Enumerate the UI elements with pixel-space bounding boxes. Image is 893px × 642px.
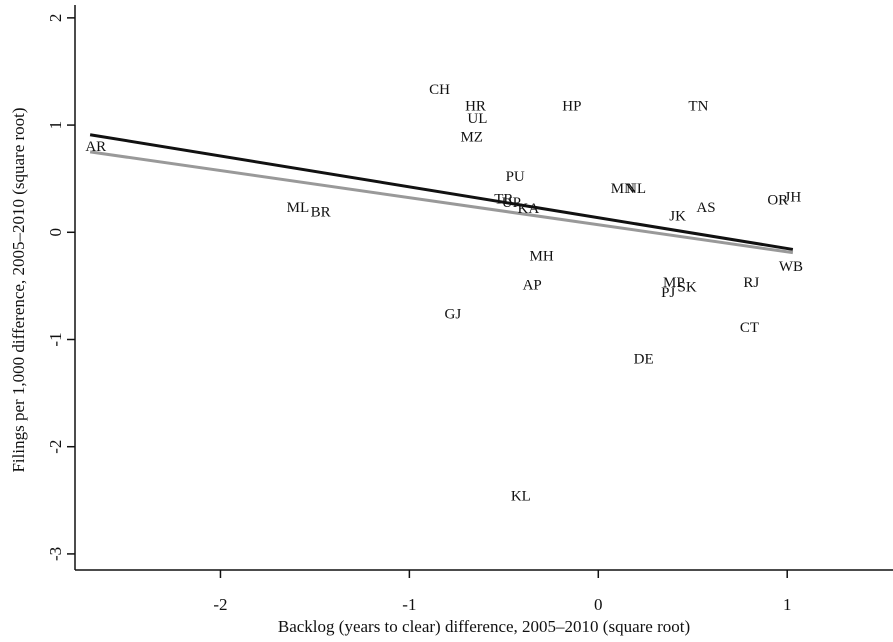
point-label: CH xyxy=(429,82,450,98)
point-label: TR xyxy=(494,192,513,208)
y-tick-label: 0 xyxy=(46,228,65,237)
point-label: KL xyxy=(511,489,531,505)
point-label: PJ xyxy=(661,285,675,301)
point-label: UL xyxy=(467,111,487,127)
y-tick-label: -2 xyxy=(46,440,65,454)
point-label: JK xyxy=(669,209,686,225)
point-label: ML xyxy=(287,200,310,216)
point-label: AP xyxy=(523,277,542,293)
point-label: KA xyxy=(518,201,540,217)
x-axis-label: Backlog (years to clear) difference, 200… xyxy=(278,617,690,636)
y-tick-label: -1 xyxy=(46,332,65,346)
point-label: OR xyxy=(767,193,788,209)
point-label: TN xyxy=(688,98,708,114)
point-label: UP xyxy=(502,195,521,211)
point-label: AS xyxy=(696,200,715,216)
point-label: SK xyxy=(677,279,696,295)
y-tick-label: -3 xyxy=(46,547,65,561)
x-tick-label: 0 xyxy=(594,595,603,614)
point-label: WB xyxy=(779,259,803,275)
x-tick-label: -2 xyxy=(213,595,227,614)
point-label: MP xyxy=(663,275,685,291)
point-label: RJ xyxy=(743,275,759,291)
point-label: MH xyxy=(530,248,554,264)
point-label: BR xyxy=(311,204,331,220)
fit-line xyxy=(89,150,794,255)
y-tick-label: 2 xyxy=(46,14,65,23)
point-label: CT xyxy=(740,320,759,336)
y-axis-label: Filings per 1,000 difference, 2005–2010 … xyxy=(9,107,28,472)
x-tick-label: 1 xyxy=(783,595,792,614)
point-label: HP xyxy=(562,98,581,114)
point-label: HR xyxy=(465,98,486,114)
point-label: GJ xyxy=(444,306,461,322)
point-label: JH xyxy=(785,189,802,205)
x-tick-label: -1 xyxy=(402,595,416,614)
point-label: MZ xyxy=(460,129,483,145)
point-label: PU xyxy=(506,169,525,185)
point-label: AR xyxy=(85,139,106,155)
point-label: NL xyxy=(626,181,646,197)
point-label: MN xyxy=(611,181,635,197)
fit-line xyxy=(89,133,794,251)
y-tick-label: 1 xyxy=(46,121,65,129)
point-label: DE xyxy=(634,351,654,367)
